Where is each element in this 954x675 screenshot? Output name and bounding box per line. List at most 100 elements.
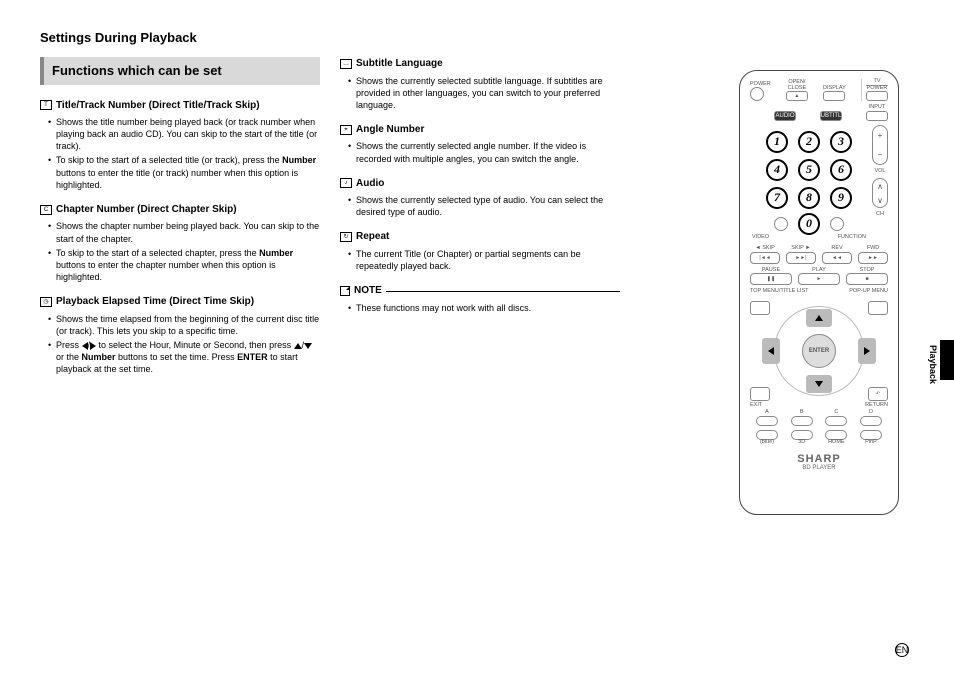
blue-button[interactable] (756, 430, 778, 440)
mode-button[interactable] (774, 217, 788, 231)
bullet: Shows the currently selected angle numbe… (348, 140, 620, 164)
skip-back-button[interactable]: |◄◄ (750, 252, 780, 264)
bullets-elapsed: Shows the time elapsed from the beginnin… (48, 313, 320, 376)
label-input: INPUT (866, 105, 888, 111)
label-topmenu: TOP MENU/TITLE LIST (750, 289, 808, 295)
bullet: Shows the title number being played back… (48, 116, 320, 152)
display-button[interactable] (823, 91, 845, 101)
label-skip-fwd: SKIP ► (786, 246, 816, 252)
left-arrow-icon (82, 342, 88, 350)
enter-button[interactable]: ENTER (802, 334, 836, 368)
page-title: Settings During Playback (40, 30, 914, 45)
bullet: Shows the time elapsed from the beginnin… (48, 313, 320, 337)
home-button[interactable] (825, 430, 847, 440)
subhead-text: Subtitle Language (356, 57, 443, 71)
num-0-button[interactable]: 0 (798, 213, 820, 235)
c-button[interactable] (825, 416, 847, 426)
stop-button[interactable]: ■ (846, 273, 888, 285)
num-2-button[interactable]: 2 (798, 131, 820, 153)
remote-illustration: POWER OPEN/ CLOSE▲ DISPLAY TV POWER AUDI… (739, 70, 899, 515)
label-skip-back: ◄ SKIP (750, 246, 780, 252)
exit-button[interactable] (750, 387, 770, 401)
up-arrow-icon (294, 343, 302, 349)
num-4-button[interactable]: 4 (766, 159, 788, 181)
label-fwd: FWD (858, 246, 888, 252)
volume-rocker[interactable]: +− (872, 125, 888, 165)
num-8-button[interactable]: 8 (798, 187, 820, 209)
subhead-chapter: C Chapter Number (Direct Chapter Skip) (40, 203, 320, 217)
bullets-subtitle: Shows the currently selected subtitle la… (348, 75, 620, 111)
popup-button[interactable] (868, 301, 888, 315)
topmenu-button[interactable] (750, 301, 770, 315)
side-tab (940, 340, 954, 380)
channel-rocker[interactable]: ∧∨ (872, 178, 888, 208)
subhead-text: Title/Track Number (Direct Title/Track S… (56, 99, 260, 113)
abcd-row: A B C D (756, 410, 882, 426)
dpad-down-button[interactable] (806, 375, 832, 393)
label-home: HOME (825, 440, 847, 446)
bullet: Press / to select the Hour, Minute or Se… (48, 339, 320, 375)
bullets-audio: Shows the currently selected type of aud… (348, 194, 620, 218)
power-button[interactable] (750, 87, 764, 101)
bullet: To skip to the start of a selected title… (48, 154, 320, 190)
open-close-button[interactable]: ▲ (786, 91, 808, 101)
rev-button[interactable]: ◄◄ (822, 252, 852, 264)
brand-subtitle: BD PLAYER (750, 465, 888, 471)
num-1-button[interactable]: 1 (766, 131, 788, 153)
label-function: FUNCTION (838, 235, 866, 241)
subhead-angle: ⌖ Angle Number (340, 123, 620, 137)
pause-button[interactable]: ❚❚ (750, 273, 792, 285)
label-ch: CH (876, 212, 884, 218)
audio-button[interactable]: AUDIO (774, 111, 796, 121)
bullet: Shows the currently selected subtitle la… (348, 75, 620, 111)
input-button[interactable] (866, 111, 888, 121)
label-rev: REV (822, 246, 852, 252)
side-label: Playback (928, 345, 938, 384)
subtitle-button[interactable]: SUBTITLE (820, 111, 842, 121)
dpad-left-button[interactable] (762, 338, 780, 364)
column-left: Functions which can be set T Title/Track… (40, 57, 320, 387)
a-button[interactable] (756, 416, 778, 426)
brand-logo: SHARP (750, 453, 888, 465)
label-vol: VOL (874, 169, 885, 175)
subhead-text: Playback Elapsed Time (Direct Time Skip) (56, 295, 254, 309)
play-button[interactable]: ► (798, 273, 840, 285)
bullet: Shows the currently selected type of aud… (348, 194, 620, 218)
b-button[interactable] (791, 416, 813, 426)
function-button[interactable] (830, 217, 844, 231)
label-b: B (791, 410, 813, 416)
pinp-button[interactable] (860, 430, 882, 440)
num-7-button[interactable]: 7 (766, 187, 788, 209)
bullet: To skip to the start of a selected chapt… (48, 247, 320, 283)
subhead-elapsed: ◷ Playback Elapsed Time (Direct Time Ski… (40, 295, 320, 309)
bullets-repeat: The current Title (or Chapter) or partia… (348, 248, 620, 272)
title-icon: T (40, 100, 52, 110)
fwd-button[interactable]: ►► (858, 252, 888, 264)
d-button[interactable] (860, 416, 882, 426)
note-icon (340, 286, 350, 296)
bullets-chapter: Shows the chapter number being played ba… (48, 220, 320, 283)
label-popup: POP-UP MENU (849, 289, 888, 295)
dpad-up-button[interactable] (806, 309, 832, 327)
num-6-button[interactable]: 6 (830, 159, 852, 181)
label-display: DISPLAY (823, 86, 846, 92)
dpad-right-button[interactable] (858, 338, 876, 364)
label-power: POWER (750, 82, 771, 88)
num-3-button[interactable]: 3 (830, 131, 852, 153)
subhead-repeat: ↻ Repeat (340, 230, 620, 244)
label-return: RETURN (865, 403, 888, 409)
3d-button[interactable] (791, 430, 813, 440)
label-c: C (825, 410, 847, 416)
bullets-title-track: Shows the title number being played back… (48, 116, 320, 191)
return-button[interactable]: ↶ (868, 387, 888, 401)
note-heading: NOTE (340, 284, 620, 298)
bullets-angle: Shows the currently selected angle numbe… (348, 140, 620, 164)
tv-power-button[interactable] (866, 91, 888, 101)
skip-fwd-button[interactable]: ►►| (786, 252, 816, 264)
num-9-button[interactable]: 9 (830, 187, 852, 209)
bullet: Shows the chapter number being played ba… (48, 220, 320, 244)
label-3d: 3D (791, 440, 813, 446)
angle-icon: ⌖ (340, 125, 352, 135)
num-5-button[interactable]: 5 (798, 159, 820, 181)
column-right: … Subtitle Language Shows the currently … (340, 57, 620, 387)
